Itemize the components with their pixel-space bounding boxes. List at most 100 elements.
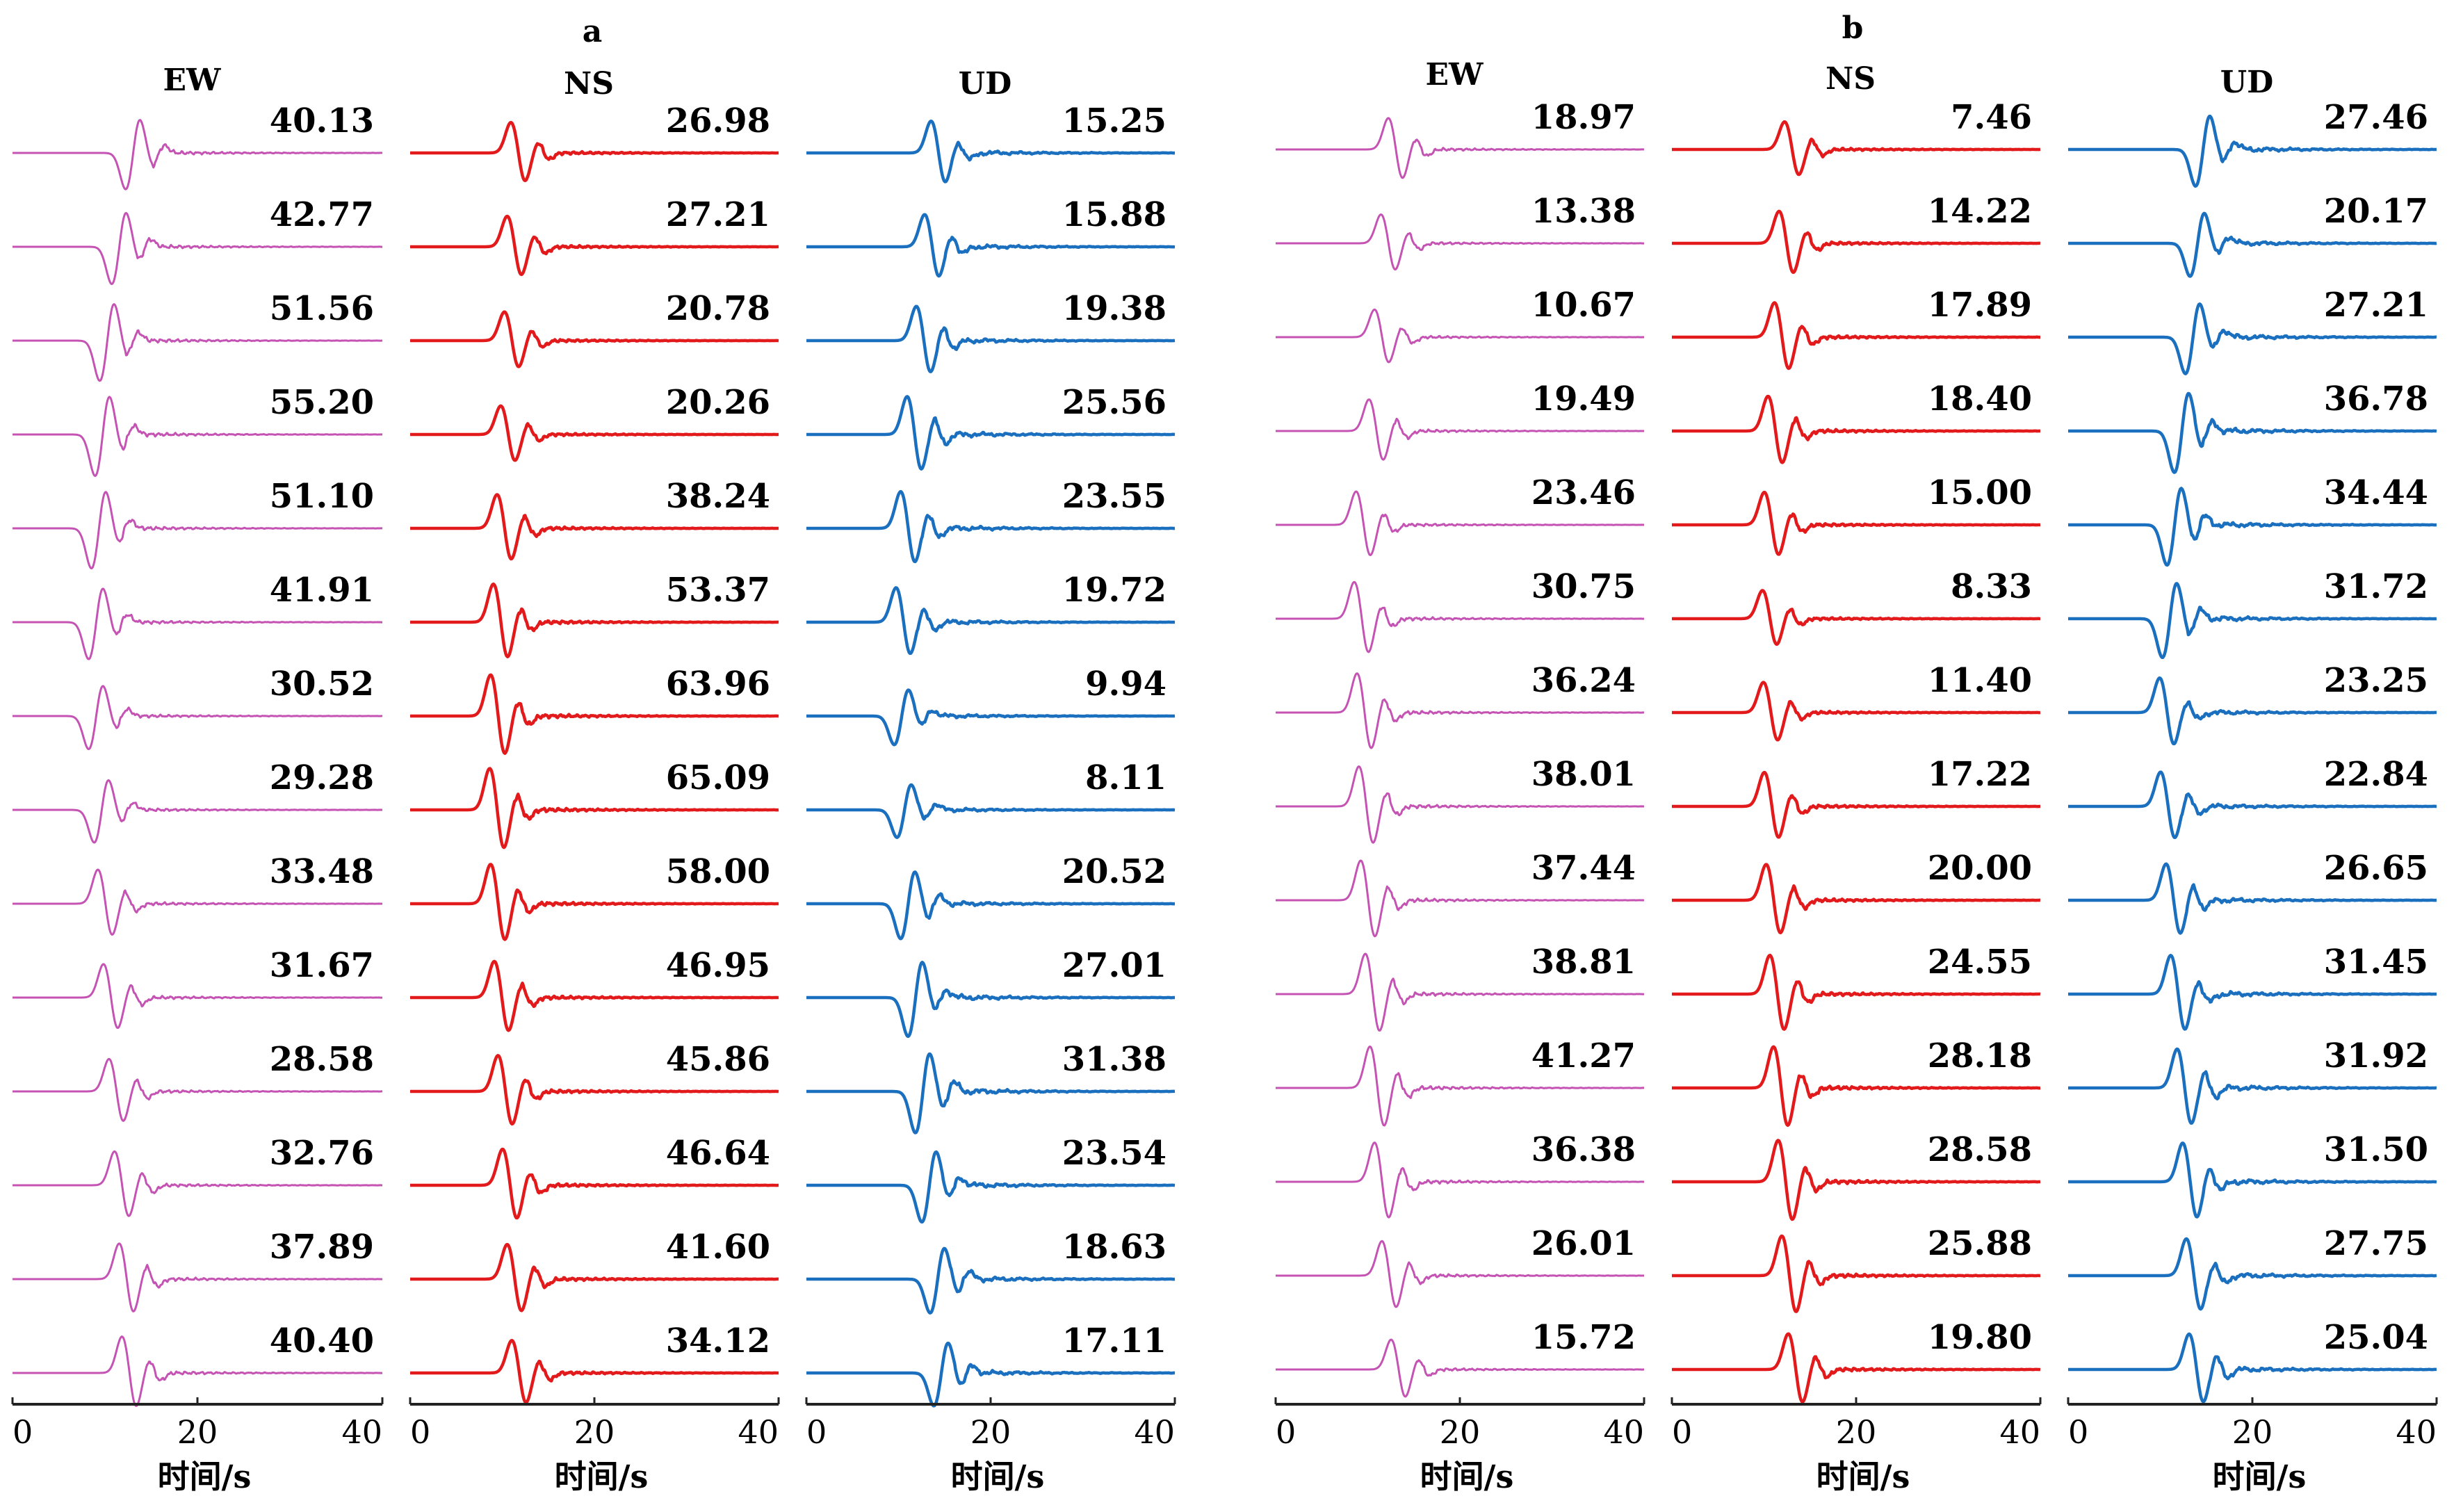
x-tick-label: 20 — [177, 1413, 218, 1451]
amplitude-label: 19.72 — [1062, 571, 1167, 610]
waveform-trace — [12, 491, 383, 569]
amplitude-label: 53.37 — [666, 571, 770, 610]
amplitude-label: 26.01 — [1531, 1224, 1636, 1263]
amplitude-label: 55.20 — [270, 383, 374, 422]
amplitude-label: 37.44 — [1531, 849, 1636, 888]
waveform-trace — [12, 685, 383, 750]
amplitude-label: 19.80 — [1928, 1318, 2032, 1357]
component-title-ud: UD — [959, 66, 1012, 101]
waveform-trace — [12, 1057, 383, 1122]
waveform-trace — [806, 395, 1176, 471]
waveform-trace — [1275, 765, 1645, 844]
amplitude-label: 18.40 — [1928, 380, 2032, 418]
amplitude-label: 11.40 — [1928, 661, 2032, 700]
waveform-trace — [409, 767, 779, 850]
waveform-trace — [12, 1150, 383, 1217]
component-title-ns: NS — [564, 66, 614, 101]
amplitude-label: 45.86 — [666, 1040, 770, 1079]
waveform-trace — [1671, 1332, 2041, 1404]
waveform-trace — [1275, 213, 1645, 271]
waveform-trace — [2067, 770, 2437, 839]
x-tick-label: 20 — [1440, 1413, 1481, 1451]
waveform-trace — [1671, 1139, 2041, 1221]
waveform-trace — [1671, 863, 2041, 934]
amplitude-label: 18.63 — [1062, 1228, 1167, 1267]
waveform-trace — [1275, 117, 1645, 179]
waveform-trace — [1275, 1046, 1645, 1127]
x-tick-label: 0 — [2068, 1413, 2088, 1451]
amplitude-label: 34.12 — [666, 1322, 770, 1360]
waveform-trace — [12, 119, 383, 190]
x-axis-label: 时间/s — [1420, 1458, 1514, 1495]
waveform-trace — [1275, 672, 1645, 749]
component-title-ud: UD — [2220, 65, 2274, 100]
waveform-trace — [12, 303, 383, 382]
x-axis-label: 时间/s — [2213, 1458, 2307, 1495]
amplitude-label: 31.38 — [1062, 1040, 1167, 1079]
x-tick-label: 0 — [1276, 1413, 1296, 1451]
waveform-trace — [1275, 1338, 1645, 1398]
amplitude-label: 34.44 — [2324, 473, 2428, 512]
waveform-trace — [12, 1242, 383, 1312]
waveform-trace — [1275, 308, 1645, 364]
amplitude-label: 27.75 — [2324, 1224, 2428, 1263]
waveform-trace — [2067, 1332, 2437, 1404]
amplitude-label: 37.89 — [270, 1228, 374, 1267]
waveform-trace — [12, 396, 383, 478]
waveform-trace — [806, 213, 1176, 278]
amplitude-label: 23.55 — [1062, 477, 1167, 516]
waveform-trace — [409, 582, 779, 658]
waveform-trace — [806, 688, 1176, 747]
waveform-trace — [806, 1150, 1176, 1224]
amplitude-label: 65.09 — [666, 758, 770, 797]
waveform-trace — [1275, 398, 1645, 461]
waveform-trace — [2067, 302, 2437, 375]
waveform-trace — [2067, 1237, 2437, 1311]
waveform-trace — [1275, 1239, 1645, 1308]
amplitude-label: 31.72 — [2324, 567, 2428, 606]
amplitude-label: 8.33 — [1951, 567, 2032, 606]
amplitude-label: 31.50 — [2324, 1130, 2428, 1169]
amplitude-label: 19.49 — [1531, 380, 1636, 418]
amplitude-label: 27.46 — [2324, 98, 2428, 137]
x-tick-label: 40 — [738, 1413, 779, 1451]
waveform-trace — [1671, 301, 2041, 371]
waveform-trace — [806, 1246, 1176, 1315]
amplitude-label: 42.77 — [270, 195, 374, 234]
amplitude-label: 58.00 — [666, 852, 770, 891]
amplitude-label: 30.75 — [1531, 567, 1636, 606]
amplitude-label: 32.76 — [270, 1134, 374, 1173]
x-tick-label: 20 — [1836, 1413, 1877, 1451]
amplitude-label: 20.00 — [1928, 849, 2032, 888]
waveform-trace — [12, 963, 383, 1029]
amplitude-label: 27.21 — [2324, 286, 2428, 325]
waveform-trace — [1671, 209, 2041, 274]
amplitude-label: 23.25 — [2324, 661, 2428, 700]
amplitude-label: 24.55 — [1928, 943, 2032, 982]
amplitude-label: 17.89 — [1928, 286, 2032, 325]
waveform-trace — [12, 1335, 383, 1407]
amplitude-label: 29.28 — [270, 758, 374, 797]
waveform-trace — [806, 783, 1176, 839]
waveform-trace — [806, 870, 1176, 941]
amplitude-label: 51.56 — [270, 289, 374, 328]
waveform-trace — [1671, 1234, 2041, 1313]
column-a-ns: NS 26.98 27.21 20.78 20.26 38.24 53.37 63.96 65.… — [409, 66, 780, 1495]
panel-label-a: a — [583, 14, 603, 49]
panel-b: b EW 18.97 13.38 10.67 19.49 23.46 30.75 36.24 38… — [1274, 10, 2438, 1495]
amplitude-label: 20.78 — [666, 289, 770, 328]
amplitude-label: 20.26 — [666, 383, 770, 422]
waveform-trace — [2067, 582, 2437, 659]
waveform-trace — [409, 493, 779, 561]
amplitude-label: 17.11 — [1062, 1322, 1167, 1360]
amplitude-label: 7.46 — [1951, 98, 2032, 137]
x-tick-label: 20 — [2232, 1413, 2273, 1451]
amplitude-label: 40.40 — [270, 1322, 374, 1360]
x-tick-label: 20 — [574, 1413, 615, 1451]
waveform-trace — [806, 586, 1176, 656]
component-title-ew: EW — [163, 63, 222, 98]
waveform-trace — [806, 961, 1176, 1039]
amplitude-label: 20.17 — [2324, 192, 2428, 231]
waveform-trace — [1275, 580, 1645, 653]
